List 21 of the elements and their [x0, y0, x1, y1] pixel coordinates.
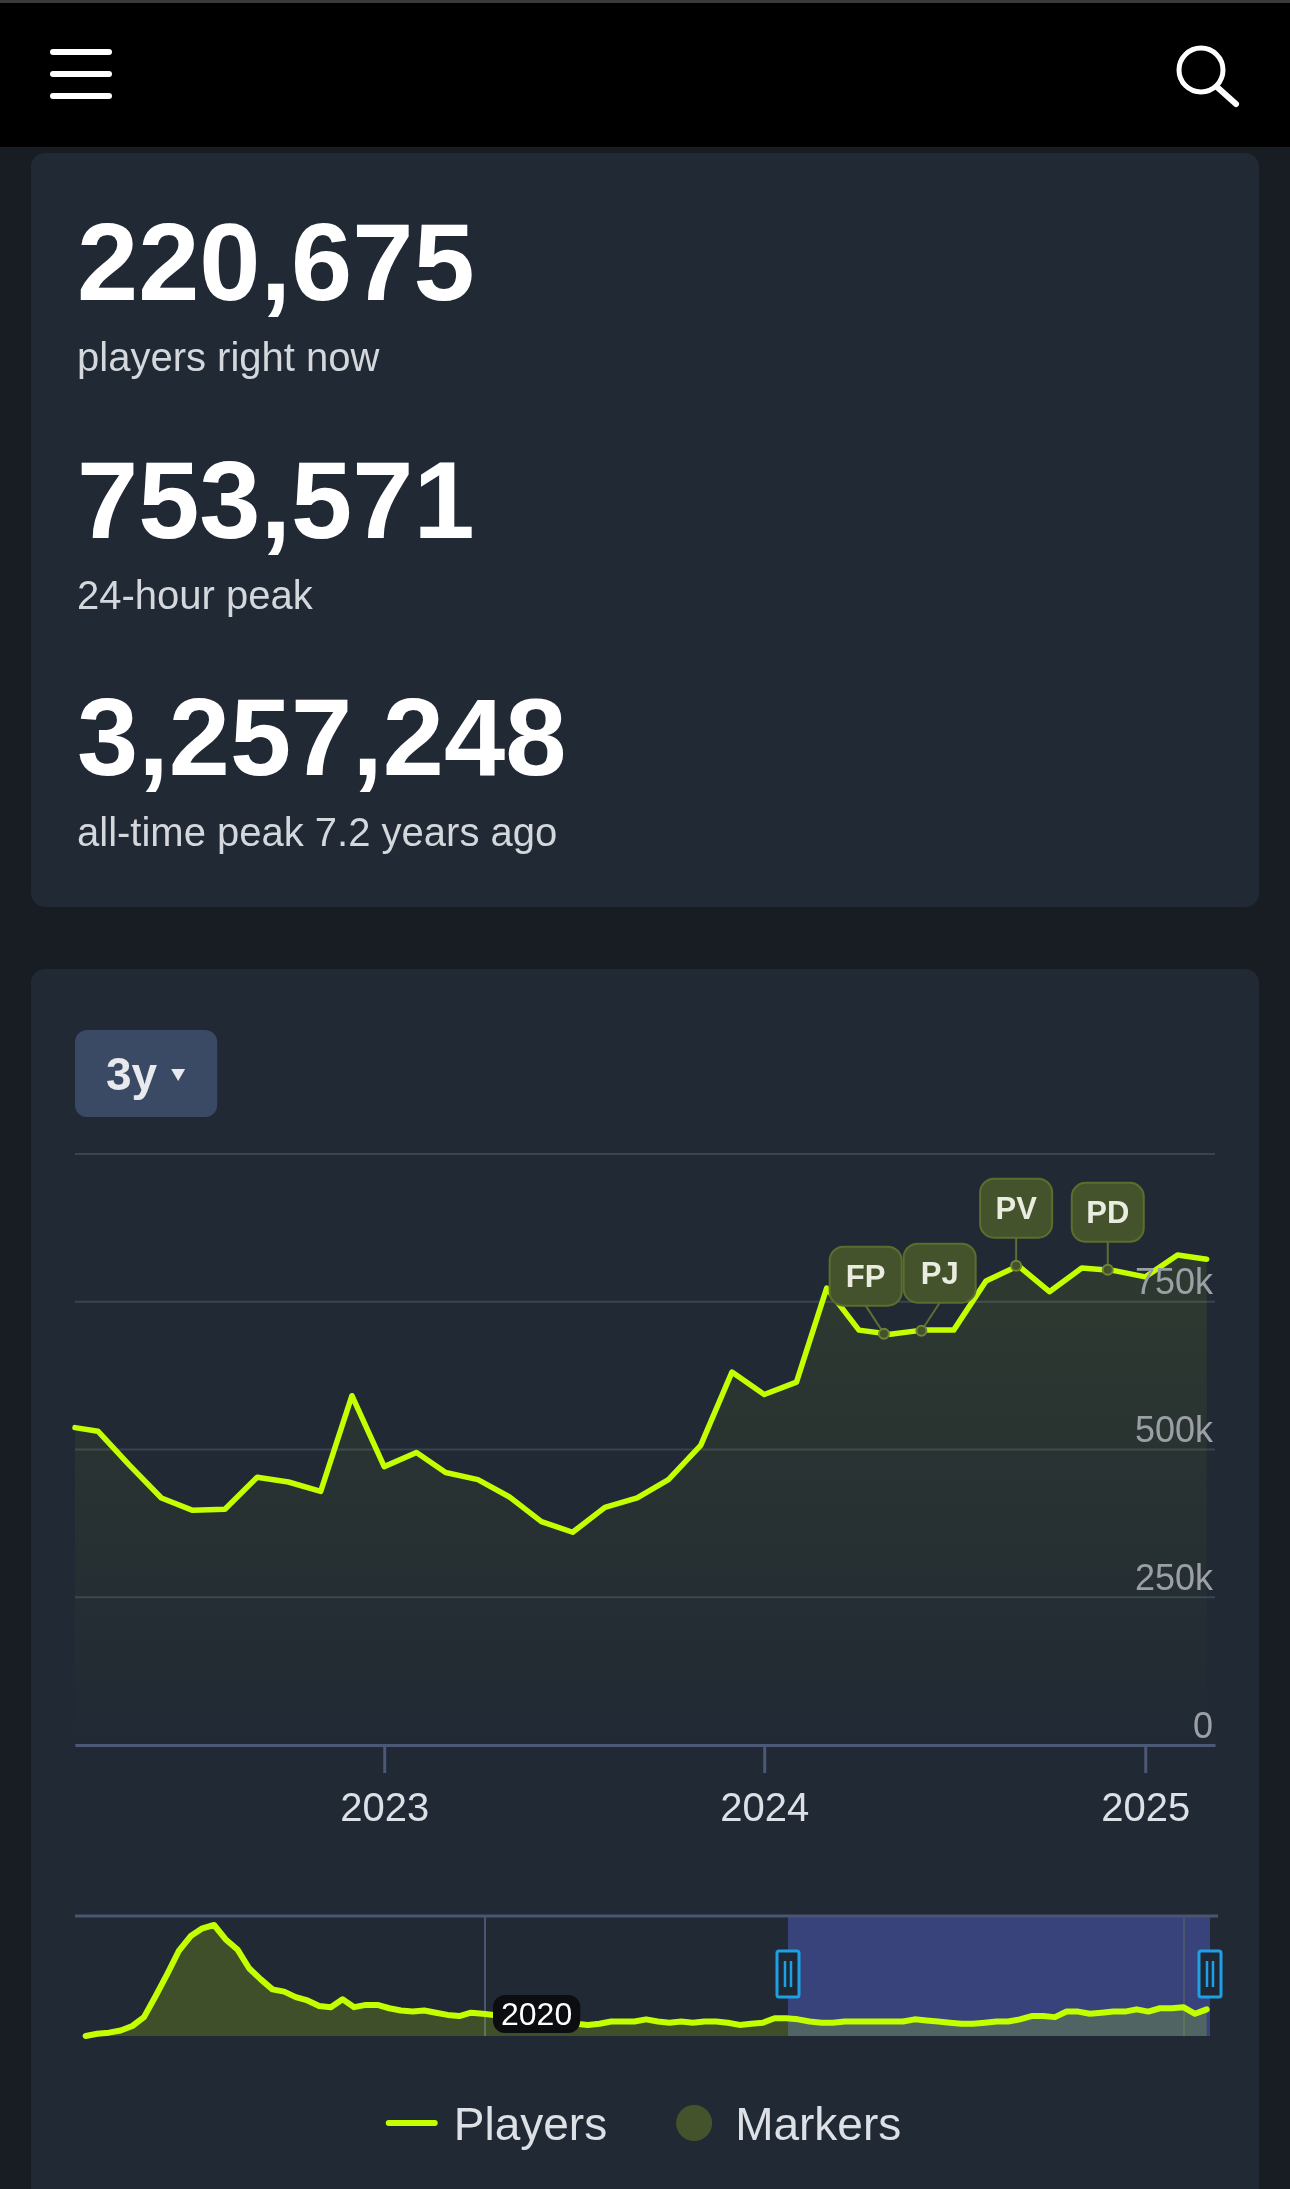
- text: all-time peak 7.2 years ago: [77, 810, 558, 854]
- x-tick-label: 2025: [1101, 1785, 1191, 1830]
- data-label: PD: [1086, 1195, 1130, 1231]
- y-tick-label: 250k: [1134, 1556, 1214, 1598]
- annotation: 2020: [501, 1996, 573, 2032]
- legend-label: Players: [453, 2098, 608, 2150]
- x-tick-label: 2023: [340, 1785, 430, 1830]
- x-tick-label: 2024: [720, 1785, 810, 1830]
- text: 3y: [106, 1048, 158, 1100]
- text: players right now: [77, 335, 380, 379]
- y-tick-label: 750k: [1134, 1261, 1214, 1303]
- y-tick-label: 500k: [1134, 1409, 1214, 1450]
- data-label: PV: [995, 1191, 1038, 1227]
- data-label: FP: [845, 1259, 886, 1295]
- text: 3,257,248: [77, 675, 567, 798]
- text: 753,571: [77, 437, 475, 561]
- text: 220,675: [77, 200, 475, 323]
- text: 24-hour peak: [77, 572, 314, 617]
- legend-label: Markers: [735, 2098, 902, 2150]
- data-label: PJ: [920, 1256, 959, 1292]
- y-tick-label: 0: [1192, 1704, 1213, 1746]
